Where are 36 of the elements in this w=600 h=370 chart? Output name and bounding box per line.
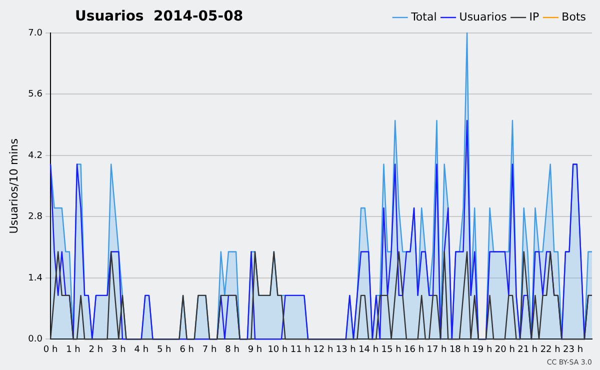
y-tick-label: 7.0: [28, 28, 43, 38]
y-tick-label: 4.2: [28, 150, 43, 161]
x-tick-label: 10 h: [268, 344, 288, 355]
legend-label: IP: [529, 10, 540, 24]
x-tick-label: 18 h: [449, 344, 470, 355]
x-tick-label: 3 h: [112, 344, 126, 355]
x-tick-label: 1 h: [66, 344, 80, 355]
x-tick-label: 4 h: [134, 344, 149, 355]
x-tick-label: 16 h: [404, 344, 424, 355]
x-tick-label: 23 h: [563, 344, 584, 355]
x-tick-label: 13 h: [336, 344, 356, 355]
x-tick-label: 8 h: [225, 344, 240, 355]
x-tick-label: 19 h: [472, 344, 492, 355]
chart-title: Usuarios 2014-05-08: [75, 8, 244, 25]
legend-label: Bots: [562, 10, 586, 24]
x-tick-label: 9 h: [248, 344, 262, 355]
legend-label: Usuarios: [459, 10, 508, 24]
x-tick-label: 20 h: [494, 344, 515, 355]
x-tick-label: 12 h: [313, 344, 334, 355]
y-tick-label: 1.4: [28, 273, 43, 284]
x-tick-label: 6 h: [180, 344, 194, 355]
x-tick-label: 14 h: [358, 344, 379, 355]
x-tick-label: 22 h: [540, 344, 560, 355]
legend-label: Total: [410, 10, 437, 24]
x-tick-label: 11 h: [290, 344, 310, 355]
x-tick-label: 15 h: [381, 344, 402, 355]
y-axis-title: Usuarios/10 mins: [7, 138, 20, 234]
y-tick-label: 0.0: [28, 334, 43, 345]
x-tick-label: 2 h: [88, 344, 104, 355]
x-tick-label: 0 h: [43, 344, 58, 355]
x-tick-label: 17 h: [426, 344, 447, 355]
y-tick-label: 2.8: [28, 212, 43, 222]
x-tick-label: 21 h: [518, 344, 538, 355]
x-tick-label: 5 h: [156, 344, 172, 355]
x-tick-label: 7 h: [202, 344, 217, 355]
y-tick-label: 5.6: [28, 90, 43, 100]
